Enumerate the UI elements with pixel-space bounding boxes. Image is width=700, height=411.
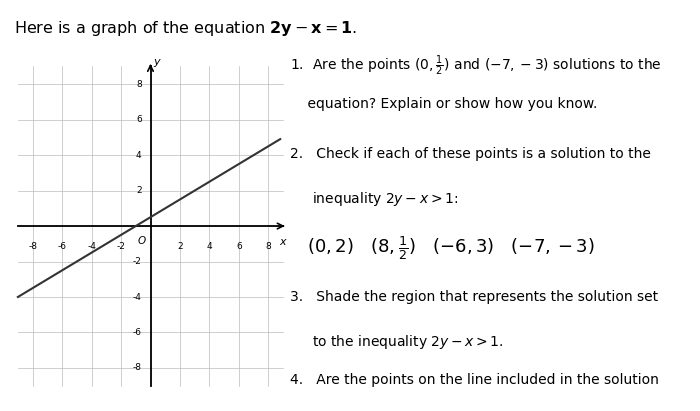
Text: -8: -8: [28, 242, 37, 251]
Text: $y$: $y$: [153, 57, 162, 69]
Text: -2: -2: [133, 257, 141, 266]
Text: 4: 4: [206, 242, 212, 251]
Text: -6: -6: [133, 328, 141, 337]
Text: -4: -4: [87, 242, 96, 251]
Text: 6: 6: [136, 115, 141, 124]
Text: $O$: $O$: [136, 234, 146, 246]
Text: 2.   Check if each of these points is a solution to the: 2. Check if each of these points is a so…: [290, 147, 652, 161]
Text: 8: 8: [136, 80, 141, 89]
Text: 6: 6: [236, 242, 241, 251]
Text: -2: -2: [117, 242, 125, 251]
Text: 8: 8: [265, 242, 272, 251]
Text: 2: 2: [177, 242, 183, 251]
Text: 3.   Shade the region that represents the solution set: 3. Shade the region that represents the …: [290, 290, 659, 304]
Text: to the inequality $2y - x > 1$.: to the inequality $2y - x > 1$.: [290, 332, 504, 351]
Text: Here is a graph of the equation $\mathbf{2y} - \mathbf{x} = \mathbf{1}$.: Here is a graph of the equation $\mathbf…: [14, 19, 357, 39]
Text: 4: 4: [136, 150, 141, 159]
Text: -6: -6: [57, 242, 66, 251]
Text: 2: 2: [136, 186, 141, 195]
Text: $(0, 2)$   $(8, \frac{1}{2})$   $(-6, 3)$   $(-7,-3)$: $(0, 2)$ $(8, \frac{1}{2})$ $(-6, 3)$ $(…: [307, 234, 594, 261]
Text: 4.   Are the points on the line included in the solution: 4. Are the points on the line included i…: [290, 373, 659, 387]
Text: -4: -4: [133, 293, 141, 302]
Text: equation? Explain or show how you know.: equation? Explain or show how you know.: [290, 97, 598, 111]
Text: inequality $2y - x > 1$:: inequality $2y - x > 1$:: [290, 189, 458, 208]
Text: 1.  Are the points $(0, \frac{1}{2})$ and $(-7, -3)$ solutions to the: 1. Are the points $(0, \frac{1}{2})$ and…: [290, 53, 662, 78]
Text: $x$: $x$: [279, 237, 288, 247]
Text: -8: -8: [133, 363, 141, 372]
